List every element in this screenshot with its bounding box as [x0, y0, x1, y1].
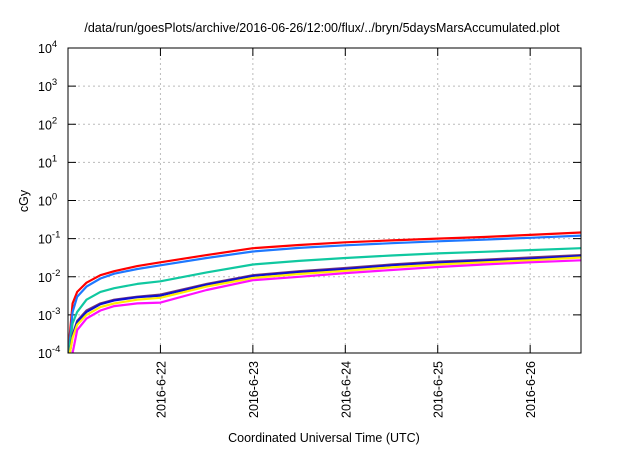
chart-title: /data/run/goesPlots/archive/2016-06-26/1…	[84, 21, 560, 35]
series-red-line	[68, 231, 581, 353]
y-tick-label: 10-2	[38, 268, 60, 285]
x-tick-label: 2016-6-24	[339, 361, 353, 418]
plot-frame	[67, 47, 582, 354]
series-teal-line	[68, 247, 581, 353]
y-tick-exponent: 4	[52, 39, 57, 50]
y-tick-exponent: 0	[52, 192, 57, 203]
y-tick-exponent: -4	[52, 344, 60, 355]
y-tick-label: 104	[38, 39, 57, 56]
series-magenta-line	[71, 259, 581, 353]
y-tick-exponent: 1	[52, 153, 57, 164]
x-tick-label: 2016-6-22	[154, 361, 168, 418]
y-tick-label: 10-1	[38, 230, 60, 247]
y-tick-label: 103	[38, 77, 57, 94]
y-tick-label: 100	[38, 192, 57, 209]
x-tick-label: 2016-6-26	[524, 361, 538, 418]
series-blue-line	[68, 234, 581, 353]
series-yellow-line	[68, 256, 581, 353]
y-tick-exponent: 2	[52, 115, 57, 126]
x-tick-label: 2016-6-25	[432, 361, 446, 418]
y-tick-label: 10-4	[38, 344, 60, 361]
y-axis-label: cGy	[17, 189, 31, 212]
x-ticks: 2016-6-22 2016-6-23 2016-6-24 2016-6-25 2016…	[154, 48, 538, 418]
y-tick-exponent: -2	[52, 268, 60, 279]
grid	[68, 48, 581, 353]
y-tick-label: 102	[38, 115, 57, 132]
x-axis-label: Coordinated Universal Time (UTC)	[228, 431, 420, 445]
y-tick-label: 10-3	[38, 306, 60, 323]
y-tick-exponent: -1	[52, 230, 60, 241]
series-lines	[68, 231, 581, 353]
y-tick-exponent: 3	[52, 77, 57, 88]
x-tick-label: 2016-6-23	[247, 361, 261, 418]
y-tick-exponent: -3	[52, 306, 60, 317]
y-tick-label: 101	[38, 153, 57, 170]
